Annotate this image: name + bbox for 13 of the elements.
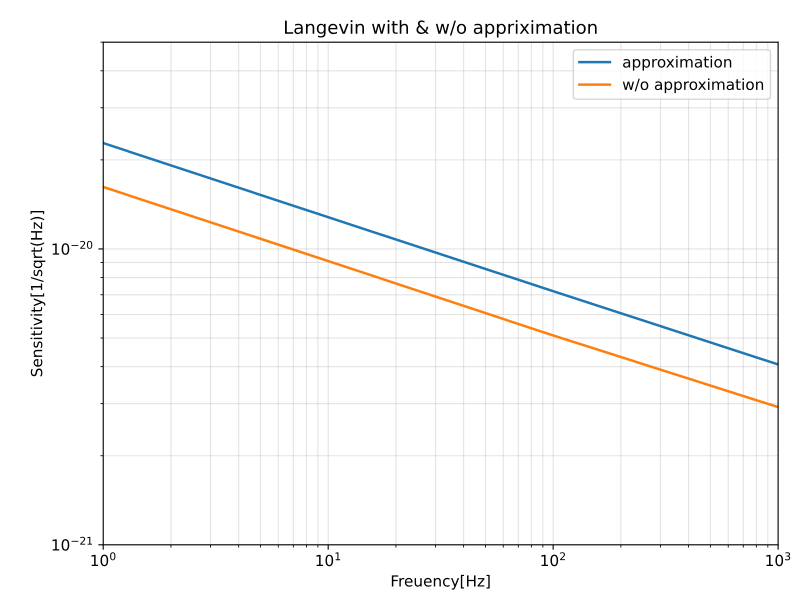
x-tick-label: 10$^{3}$ xyxy=(766,552,790,566)
y-tick-label: 10$^{−21}$ xyxy=(52,536,92,551)
line-series xyxy=(103,142,778,366)
line-series xyxy=(103,186,778,408)
x-tick-label: 10$^{2}$ xyxy=(541,552,566,566)
legend-label: w/o approximation xyxy=(622,78,764,94)
x-axis-title: Freuency[Hz] xyxy=(392,574,490,590)
legend-label: approximation xyxy=(623,56,732,71)
x-tick-label: 10$^{0}$ xyxy=(91,552,116,566)
x-tick-label: 10$^{1}$ xyxy=(316,552,340,566)
y-axis-title: Sensitivity[1/sqrt(Hz)] xyxy=(30,210,46,376)
chart-title: Langevin with & w/o appriximation xyxy=(285,20,597,38)
y-tick-label: 10$^{−20}$ xyxy=(52,240,92,255)
